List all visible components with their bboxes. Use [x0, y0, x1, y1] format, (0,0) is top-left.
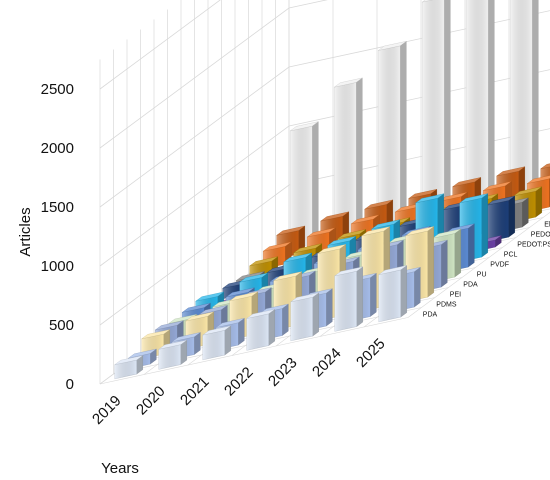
y-tick-labels: 0 500 1000 1500 2000 2500: [41, 81, 74, 393]
bar: [114, 355, 143, 380]
series-depth-label: Elastomer: [544, 222, 550, 229]
y-tick-label: 1000: [41, 258, 74, 275]
series-depth-label: PDA: [423, 312, 438, 319]
bar: [290, 292, 319, 342]
bar: [422, 0, 451, 221]
x-tick-label: 2025: [353, 335, 389, 371]
x-tick-label: 2023: [265, 354, 301, 390]
bar: [466, 0, 495, 212]
x-tick-label: 2020: [133, 383, 169, 419]
gridline: [99, 0, 221, 90]
y-tick-label: 1500: [41, 199, 74, 216]
x-tick-label: 2024: [309, 345, 345, 381]
series-depth-label: PVDF: [490, 262, 509, 269]
series-depth-label: PEDOT: [531, 232, 550, 239]
bar: [334, 266, 363, 332]
series-depth-label: PDMS: [436, 302, 457, 309]
bar: [510, 0, 539, 202]
bars: [114, 0, 550, 380]
bar: [486, 195, 515, 243]
series-depth-label: PEI: [450, 292, 461, 299]
y-axis-title: Articles: [17, 207, 34, 256]
series-depth-labels: PolymerSeries12PANIElastomerPEDOTPEDOT:P…: [423, 222, 550, 319]
x-tick-label: 2019: [89, 392, 125, 428]
series-depth-label: PCL: [504, 252, 518, 259]
y-tick-label: 2500: [41, 81, 74, 98]
x-axis-title: Years: [101, 460, 139, 477]
x-tick-labels: 2019 2020 2021 2022 2023 2024 2025: [89, 335, 389, 428]
bar: [202, 325, 231, 361]
y-tick-label: 0: [66, 376, 74, 393]
bar: [246, 309, 275, 351]
y-tick-label: 2000: [41, 140, 74, 157]
x-tick-label: 2021: [177, 373, 213, 409]
bar: [378, 41, 407, 231]
y-tick-label: 500: [49, 317, 74, 334]
gridline: [99, 317, 409, 385]
bar: [378, 265, 407, 323]
series-depth-label: PEDOT:PSS: [517, 242, 550, 249]
series-depth-label: PDA: [463, 282, 478, 289]
gridline: [407, 211, 550, 318]
bar: [158, 339, 187, 370]
x-tick-label: 2022: [221, 364, 257, 400]
series-depth-label: PU: [477, 272, 487, 279]
